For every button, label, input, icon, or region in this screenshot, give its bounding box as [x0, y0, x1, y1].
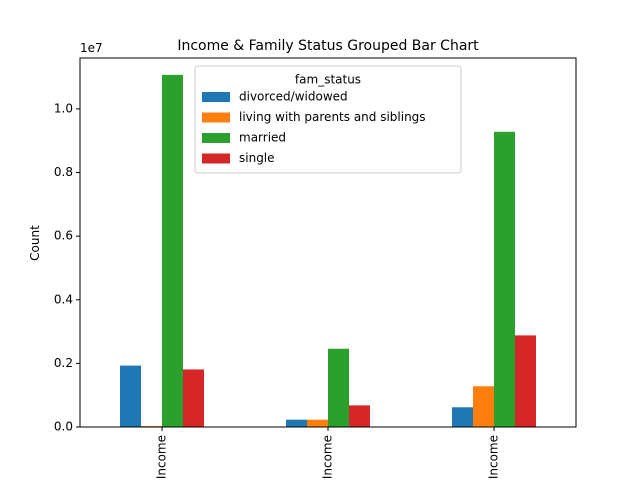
bar-divorced-widowed-0: [120, 365, 141, 427]
bar-married-2: [494, 131, 515, 428]
legend-swatch: [202, 133, 230, 143]
x-tick-label: Income: [487, 435, 501, 479]
bar-married-1: [328, 348, 349, 427]
legend-label: married: [239, 131, 286, 145]
y-axis-ticks: 0.0 0.2 0.4 0.6 0.8 1.0: [54, 101, 80, 434]
y-axis-multiplier: 1e7: [80, 41, 103, 55]
x-tick-label: Income: [155, 435, 169, 479]
legend-items: divorced/widowed living with parents and …: [202, 90, 426, 165]
chart-title: Income & Family Status Grouped Bar Chart: [177, 38, 479, 54]
bar-single-0: [183, 369, 204, 427]
bar-divorced-widowed-1: [286, 419, 307, 427]
legend-swatch: [202, 112, 230, 123]
y-tick-label: 0.4: [54, 292, 73, 306]
y-axis-label: Count: [28, 225, 42, 261]
bar-married-0: [162, 74, 183, 427]
legend-label: living with parents and siblings: [239, 110, 426, 124]
bar-single-2: [515, 335, 536, 427]
legend: fam_status divorced/widowed living with p…: [194, 65, 462, 174]
y-tick-label: 0.8: [54, 165, 73, 179]
bars-group: [120, 74, 536, 428]
plot-frame: [79, 57, 577, 428]
legend-title: fam_status: [295, 73, 361, 87]
bar-living-with-parents-and-siblings-2: [473, 386, 494, 427]
y-tick-label: 0.6: [54, 229, 73, 243]
bar-living-with-parents-and-siblings-1: [307, 419, 328, 427]
legend-label: divorced/widowed: [239, 90, 348, 104]
y-tick-label: 1.0: [54, 101, 73, 115]
legend-swatch: [202, 153, 230, 164]
x-tick-label: Income: [321, 435, 335, 479]
legend-label: single: [239, 151, 275, 165]
bar-single-1: [349, 405, 370, 427]
bar-divorced-widowed-2: [452, 407, 473, 427]
legend-box: [194, 65, 462, 174]
x-axis-ticks: Income Income Income: [155, 427, 501, 479]
legend-swatch: [202, 92, 230, 102]
y-tick-label: 0.0: [54, 420, 73, 434]
y-tick-label: 0.2: [54, 356, 73, 370]
